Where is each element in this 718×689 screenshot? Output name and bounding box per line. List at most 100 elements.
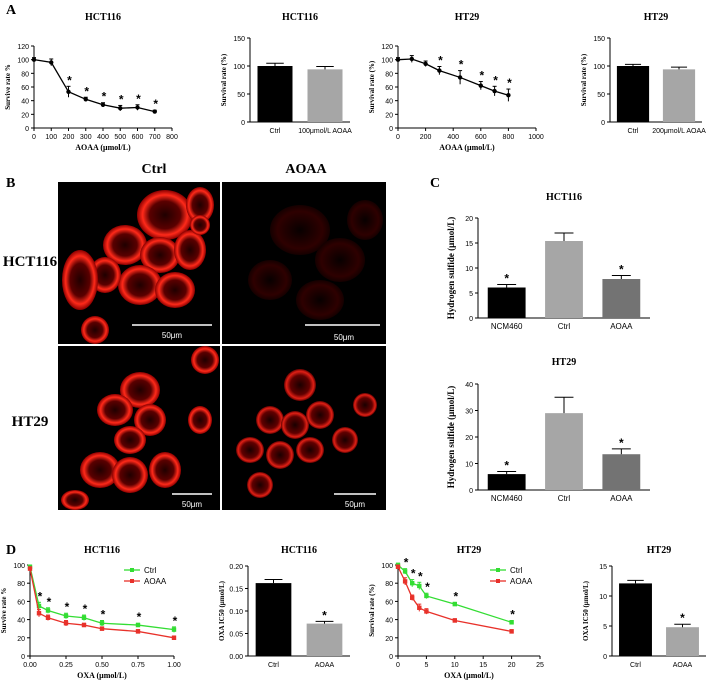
y-tick-label: 120 [17, 44, 29, 51]
y-tick-label: 0 [469, 316, 473, 323]
scale-bar-3: 50μm [172, 493, 212, 509]
data-point [99, 621, 105, 626]
x-tick-label: 0.50 [95, 662, 109, 669]
y-tick-label: 100 [17, 58, 29, 65]
svg-text:50μm: 50μm [345, 500, 366, 509]
bar-200-mol-l-aoaa [662, 69, 696, 122]
x-tick-label: 800 [503, 134, 515, 141]
x-tick-label: 0 [32, 134, 36, 141]
y-axis-label: Survival rate (%) [580, 53, 588, 106]
chart-a-hct116-aoaa-dose: 0 20 40 60 80 100 120 HCT116 Survive rate % 0 100 2… [4, 12, 178, 152]
significance-star: * [84, 84, 89, 98]
chart-a-ht29-survival-bar: 0 50 100 150 HT29 Survival rate (%) Ctrl 200μmo… [580, 12, 706, 135]
data-point [509, 629, 514, 634]
y-tick-label: 40 [385, 99, 393, 106]
y-tick-label: 20 [385, 112, 393, 119]
y-tick-label: 0 [389, 654, 393, 661]
x-tick-label: 20 [508, 662, 516, 669]
legend-marker [130, 568, 134, 572]
data-point [171, 635, 177, 640]
category-label: Ctrl [270, 128, 281, 135]
chart-c-hct116-h2s: 0 5 10 15 20 HCT116 Hydrogen sulfide (μmol/L) N… [446, 192, 650, 331]
data-point [100, 102, 106, 107]
significance-star: * [479, 69, 484, 83]
data-point [478, 83, 483, 88]
data-point [36, 611, 42, 616]
y-axis-label: Survive rate % [4, 64, 12, 110]
y-tick-label: 40 [17, 618, 25, 625]
bar-aoaa [602, 279, 641, 318]
bar-aoaa [666, 627, 699, 656]
category-label: Ctrl [268, 662, 279, 669]
legend-marker [496, 579, 500, 583]
scale-bar-4: 50μm [334, 493, 376, 509]
chart-title: HT29 [647, 545, 671, 556]
data-point [81, 615, 87, 620]
data-point [457, 75, 463, 80]
significance-star: * [38, 589, 43, 603]
data-point [509, 620, 514, 625]
y-axis-label: OXA IC50 (μmol/L) [582, 580, 590, 641]
bar-ctrl [545, 241, 583, 318]
y-tick-label: 40 [465, 382, 473, 389]
y-tick-label: 5 [603, 624, 607, 631]
significance-star: * [507, 76, 512, 90]
data-point [423, 61, 428, 66]
y-axis-label: Survive rate % [0, 588, 8, 634]
data-point [424, 609, 429, 614]
x-tick-label: 200 [420, 134, 432, 141]
x-tick-label: 1.00 [167, 662, 181, 669]
data-point [63, 613, 69, 619]
significance-star: * [101, 608, 106, 622]
row-label-hct116: HCT116 [3, 254, 58, 270]
bar-ctrl [257, 66, 293, 122]
y-tick-label: 0 [241, 120, 245, 127]
y-tick-label: 20 [465, 216, 473, 223]
data-point [36, 603, 42, 609]
x-tick-label: 400 [447, 134, 459, 141]
y-tick-label: 60 [385, 599, 393, 606]
y-tick-label: 20 [21, 112, 29, 119]
significance-star: * [438, 54, 443, 68]
significance-star: * [83, 602, 88, 616]
significance-star: * [680, 611, 685, 625]
x-tick-label: 200 [63, 134, 75, 141]
data-point [66, 89, 71, 94]
data-point [402, 579, 408, 584]
significance-star: * [65, 600, 70, 614]
significance-star: * [47, 595, 52, 609]
y-tick-label: 20 [385, 636, 393, 643]
data-point [171, 627, 177, 632]
cells-ht29-ctrl [61, 346, 219, 510]
chart-d-hct116-ic50: 0.00 0.05 0.10 0.15 0.20 HCT116 OXA IC50 (μmol… [218, 545, 350, 669]
category-label: AOAA [610, 494, 633, 503]
significance-star: * [453, 589, 458, 603]
micrograph-panel: Ctrl AOAA HCT116 HT29 [3, 162, 386, 510]
x-tick-label: 0 [396, 662, 400, 669]
x-tick-label: 100 [45, 134, 57, 141]
legend-marker [130, 579, 134, 583]
y-tick-label: 80 [17, 581, 25, 588]
data-point [409, 56, 414, 62]
y-tick-label: 80 [385, 71, 393, 78]
x-tick-label: 800 [166, 134, 178, 141]
panel-label-d: D [6, 543, 16, 558]
series-line-data [33, 59, 155, 113]
y-axis-label: OXA IC50 (μmol/L) [218, 580, 226, 641]
x-tick-label: 5 [424, 662, 428, 669]
data-point [402, 569, 408, 574]
y-tick-label: 50 [237, 92, 245, 99]
significance-star: * [504, 272, 509, 286]
x-tick-label: 500 [114, 134, 126, 141]
y-tick-label: 0.05 [229, 632, 243, 639]
bar-ncm460 [487, 474, 526, 490]
y-tick-label: 0 [601, 120, 605, 127]
y-tick-label: 15 [599, 564, 607, 571]
x-tick-label: 700 [149, 134, 161, 141]
x-tick-label: 0.25 [59, 662, 73, 669]
x-axis-label: OXA (μmol/L) [77, 671, 127, 680]
y-tick-label: 30 [465, 409, 473, 416]
y-axis-label: Hydrogen sulfide (μmol/L) [446, 217, 456, 319]
data-point [452, 618, 457, 623]
category-label: Ctrl [558, 494, 571, 503]
